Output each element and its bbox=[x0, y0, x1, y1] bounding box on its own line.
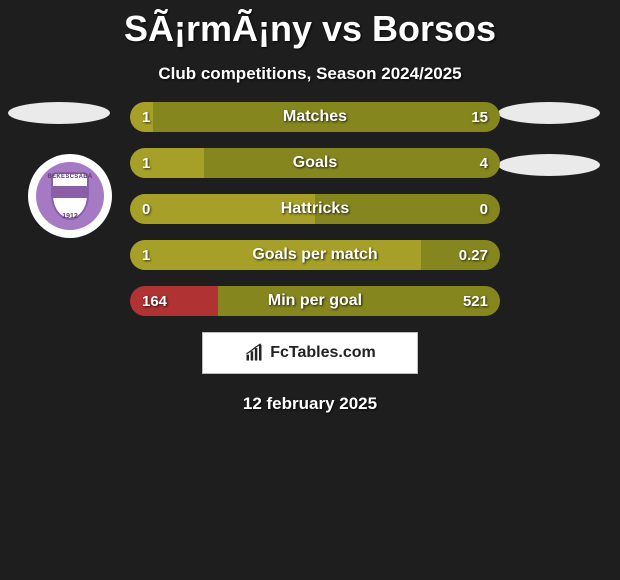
crest-year: 1912 bbox=[36, 213, 104, 220]
club-crest: BEKESCSABA 1912 bbox=[28, 154, 112, 238]
stat-label: Hattricks bbox=[130, 194, 500, 224]
chart-icon bbox=[244, 343, 264, 363]
player-right-placeholder-1 bbox=[498, 102, 600, 124]
crest-top-text: BEKESCSABA bbox=[36, 174, 104, 180]
date-text: 12 february 2025 bbox=[0, 394, 620, 414]
stat-label: Goals per match bbox=[130, 240, 500, 270]
player-left-placeholder bbox=[8, 102, 110, 124]
stat-label: Matches bbox=[130, 102, 500, 132]
stat-row: 10.27Goals per match bbox=[130, 240, 500, 270]
brand-text: FcTables.com bbox=[270, 344, 376, 362]
crest-stripe bbox=[53, 186, 87, 198]
crest-inner-circle: BEKESCSABA 1912 bbox=[36, 162, 104, 230]
stat-label: Goals bbox=[130, 148, 500, 178]
stat-label: Min per goal bbox=[130, 286, 500, 316]
stat-row: 14Goals bbox=[130, 148, 500, 178]
stat-row: 164521Min per goal bbox=[130, 286, 500, 316]
page-subtitle: Club competitions, Season 2024/2025 bbox=[0, 64, 620, 84]
player-right-placeholder-2 bbox=[498, 154, 600, 176]
stat-bars: 115Matches 14Goals 00Hattricks 10.27Goals p… bbox=[130, 102, 500, 332]
page-title: SÃ¡rmÃ¡ny vs Borsos bbox=[0, 0, 620, 50]
stat-row: 115Matches bbox=[130, 102, 500, 132]
stat-row: 00Hattricks bbox=[130, 194, 500, 224]
brand-box[interactable]: FcTables.com bbox=[202, 332, 418, 374]
